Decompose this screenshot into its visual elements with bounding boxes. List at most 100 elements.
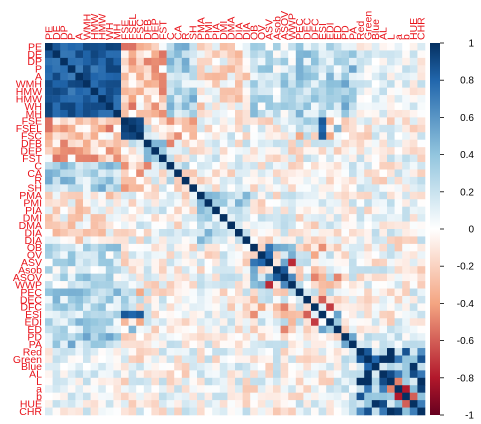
heatmap-cell — [136, 385, 145, 393]
column-label: PD — [340, 25, 352, 40]
heatmap-cell — [280, 147, 289, 155]
heatmap-cell — [128, 184, 137, 193]
heatmap-cell — [356, 87, 365, 96]
heatmap-cell — [402, 221, 411, 230]
heatmap-cell — [143, 184, 152, 193]
heatmap-cell — [83, 132, 91, 141]
heatmap-cell — [189, 147, 198, 155]
heatmap-cell — [265, 43, 274, 51]
heatmap-cell — [394, 348, 403, 356]
heatmap-cell — [151, 348, 160, 356]
heatmap-cell — [189, 95, 198, 103]
heatmap-cell — [387, 243, 395, 252]
heatmap-cell — [402, 348, 411, 356]
heatmap-cell — [318, 325, 327, 334]
heatmap-cell — [174, 310, 183, 319]
heatmap-cell — [151, 87, 160, 96]
heatmap-cell — [166, 385, 175, 393]
heatmap-cell — [83, 65, 91, 74]
heatmap-cell — [151, 362, 160, 371]
heatmap-cell — [105, 147, 114, 155]
heatmap-cell — [288, 154, 297, 163]
column-label: PEC — [294, 18, 306, 40]
heatmap-cell — [235, 50, 243, 59]
heatmap-cell — [204, 87, 213, 96]
heatmap-cell — [181, 109, 190, 118]
heatmap-cell — [333, 362, 342, 371]
heatmap-cell — [250, 318, 259, 327]
heatmap-cell — [128, 139, 137, 148]
heatmap-cell — [242, 400, 251, 408]
heatmap-cell — [219, 109, 228, 118]
heatmap-cell — [402, 169, 411, 178]
heatmap-cell — [90, 87, 99, 96]
heatmap-cell — [52, 117, 61, 126]
heatmap-cell — [387, 266, 395, 274]
heatmap-cell — [326, 80, 335, 88]
heatmap-cell — [265, 333, 274, 341]
heatmap-cell — [326, 132, 335, 141]
heatmap-cell — [83, 169, 91, 178]
heatmap-cell — [273, 303, 281, 312]
heatmap-cell — [394, 385, 403, 393]
heatmap-cell — [288, 333, 297, 341]
heatmap-cell — [379, 132, 388, 141]
heatmap-cell — [204, 355, 213, 364]
heatmap-cell — [52, 258, 61, 267]
heatmap-cell — [235, 325, 243, 334]
heatmap-cell — [128, 310, 137, 319]
heatmap-cell — [371, 310, 380, 319]
heatmap-cell — [303, 147, 312, 155]
column-label: WMH — [81, 14, 93, 40]
heatmap-cell — [265, 407, 274, 416]
heatmap-cell — [387, 139, 395, 148]
heatmap-cell — [105, 310, 114, 319]
heatmap-cell — [113, 266, 122, 274]
heatmap-cell — [280, 124, 289, 133]
heatmap-cell — [235, 385, 243, 393]
heatmap-cell — [371, 206, 380, 215]
heatmap-cell — [75, 355, 84, 364]
heatmap-cell — [197, 392, 205, 401]
heatmap-cell — [402, 385, 411, 393]
heatmap-cell — [303, 117, 312, 126]
heatmap-cell — [227, 295, 236, 304]
heatmap-cell — [143, 176, 152, 185]
heatmap-cell — [45, 370, 53, 379]
heatmap-cell — [417, 162, 426, 170]
row-labels: PEDEDPPAWMHHMWHMWWHMHFSEFSELFSCDFBDEPFST… — [13, 41, 43, 418]
heatmap-cell — [159, 139, 167, 148]
heatmap-cell — [67, 266, 76, 274]
heatmap-cell — [341, 348, 350, 356]
heatmap-cell — [143, 221, 152, 230]
heatmap-cell — [151, 57, 160, 66]
heatmap-cell — [280, 72, 289, 81]
heatmap-cell — [349, 221, 357, 230]
heatmap-cell — [333, 370, 342, 379]
heatmap-cell — [151, 385, 160, 393]
heatmap-cell — [417, 191, 426, 200]
heatmap-cell — [121, 176, 129, 185]
heatmap-cell — [387, 303, 395, 312]
heatmap-cell — [212, 176, 221, 185]
heatmap-cell — [364, 87, 373, 96]
heatmap-cell — [197, 147, 205, 155]
heatmap-cell — [349, 318, 357, 327]
heatmap-cell — [52, 95, 61, 103]
heatmap-cell — [159, 162, 167, 170]
heatmap-cell — [166, 57, 175, 66]
heatmap-cell — [364, 221, 373, 230]
heatmap-cell — [105, 162, 114, 170]
heatmap-cell — [113, 154, 122, 163]
heatmap-cell — [341, 258, 350, 267]
heatmap-cell — [151, 243, 160, 252]
heatmap-cell — [227, 169, 236, 178]
heatmap-cell — [52, 191, 61, 200]
heatmap-cell — [159, 243, 167, 252]
heatmap-cell — [159, 80, 167, 88]
heatmap-cell — [181, 258, 190, 267]
heatmap-cell — [113, 162, 122, 170]
heatmap-cell — [318, 392, 327, 401]
heatmap-cell — [105, 362, 114, 371]
heatmap-cell — [143, 206, 152, 215]
